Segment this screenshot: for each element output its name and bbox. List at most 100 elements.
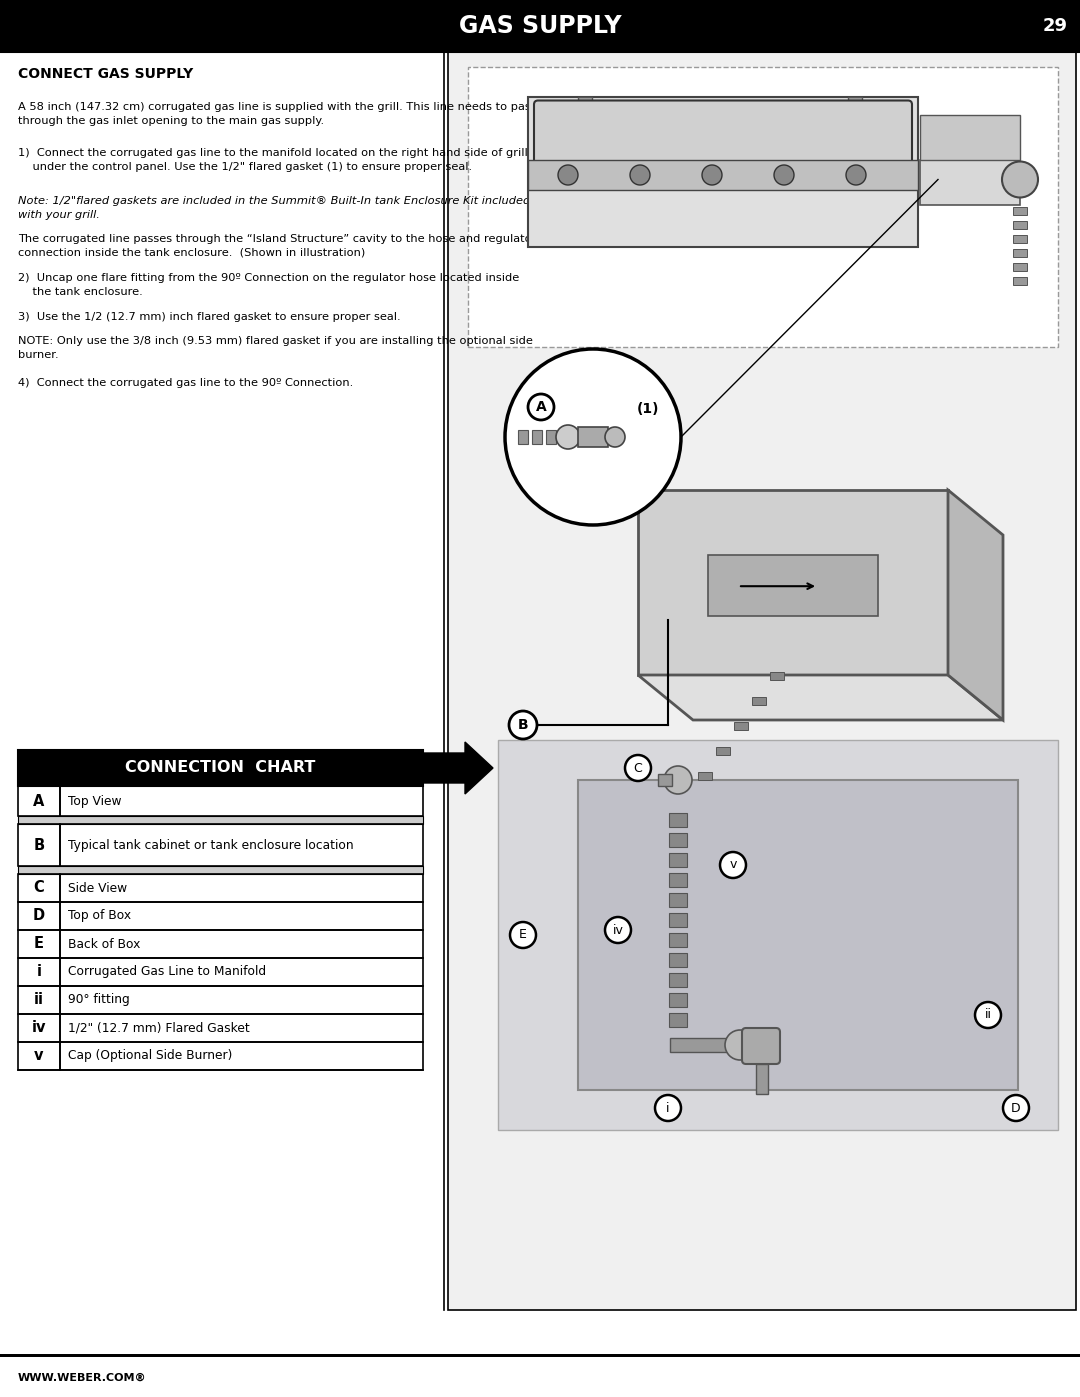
Text: iv: iv bbox=[612, 923, 623, 936]
Bar bbox=[669, 813, 687, 827]
Bar bbox=[1013, 221, 1027, 229]
Bar bbox=[638, 490, 948, 675]
Bar bbox=[532, 430, 542, 444]
Bar bbox=[60, 930, 423, 958]
Circle shape bbox=[558, 165, 578, 184]
Text: 1/2" (12.7 mm) Flared Gasket: 1/2" (12.7 mm) Flared Gasket bbox=[68, 1021, 249, 1035]
Bar bbox=[18, 866, 423, 875]
Circle shape bbox=[774, 165, 794, 184]
Bar bbox=[60, 875, 423, 902]
Bar bbox=[18, 1014, 60, 1042]
Bar bbox=[920, 161, 1020, 205]
Bar bbox=[18, 986, 60, 1014]
Bar bbox=[18, 930, 423, 958]
Bar bbox=[60, 824, 423, 866]
Text: 29: 29 bbox=[1042, 17, 1067, 35]
Circle shape bbox=[702, 165, 723, 184]
Circle shape bbox=[605, 916, 631, 943]
Text: D: D bbox=[1011, 1101, 1021, 1115]
Text: D: D bbox=[32, 908, 45, 923]
Bar bbox=[669, 893, 687, 907]
Bar bbox=[18, 824, 60, 866]
Text: The corrugated line passes through the “Island Structure” cavity to the hose and: The corrugated line passes through the “… bbox=[18, 235, 537, 257]
Bar bbox=[669, 854, 687, 868]
Bar bbox=[561, 430, 570, 444]
Bar bbox=[669, 933, 687, 947]
Bar bbox=[920, 115, 1020, 161]
Text: B: B bbox=[517, 718, 528, 732]
Text: WWW.WEBER.COM®: WWW.WEBER.COM® bbox=[18, 1373, 147, 1383]
Bar bbox=[18, 1042, 423, 1070]
Circle shape bbox=[720, 852, 746, 877]
Bar bbox=[669, 833, 687, 847]
Circle shape bbox=[1003, 1095, 1029, 1120]
Bar bbox=[546, 430, 556, 444]
Text: Typical tank cabinet or tank enclosure location: Typical tank cabinet or tank enclosure l… bbox=[68, 838, 353, 852]
Bar bbox=[669, 993, 687, 1007]
Text: i: i bbox=[37, 964, 41, 979]
Text: A: A bbox=[33, 793, 44, 809]
Bar bbox=[578, 780, 1018, 1090]
Bar bbox=[669, 953, 687, 967]
Bar bbox=[18, 902, 60, 930]
Text: B: B bbox=[33, 837, 44, 852]
Bar bbox=[448, 52, 1076, 1310]
Bar bbox=[18, 750, 423, 787]
Bar bbox=[756, 1065, 768, 1094]
Bar bbox=[18, 816, 423, 824]
Circle shape bbox=[505, 349, 681, 525]
Text: Top View: Top View bbox=[68, 795, 121, 807]
Text: C: C bbox=[33, 880, 44, 895]
Text: Cap (Optional Side Burner): Cap (Optional Side Burner) bbox=[68, 1049, 232, 1063]
Text: v: v bbox=[35, 1049, 44, 1063]
Text: CONNECT GAS SUPPLY: CONNECT GAS SUPPLY bbox=[18, 67, 193, 81]
Text: 90° fitting: 90° fitting bbox=[68, 993, 130, 1006]
Bar bbox=[60, 787, 423, 816]
Text: E: E bbox=[33, 936, 44, 951]
Bar bbox=[670, 1038, 740, 1052]
Polygon shape bbox=[638, 675, 1003, 719]
Bar bbox=[18, 866, 423, 875]
Bar bbox=[528, 161, 918, 190]
Text: E: E bbox=[519, 929, 527, 942]
Text: Back of Box: Back of Box bbox=[68, 937, 140, 950]
Bar bbox=[18, 958, 423, 986]
Circle shape bbox=[630, 165, 650, 184]
Bar bbox=[18, 787, 423, 816]
Text: NOTE: Only use the 3/8 inch (9.53 mm) flared gasket if you are installing the op: NOTE: Only use the 3/8 inch (9.53 mm) fl… bbox=[18, 337, 532, 359]
Bar bbox=[60, 1014, 423, 1042]
Bar bbox=[1013, 235, 1027, 243]
Circle shape bbox=[654, 1095, 681, 1120]
Bar bbox=[716, 747, 730, 754]
Text: ii: ii bbox=[33, 992, 44, 1007]
Circle shape bbox=[509, 711, 537, 739]
Bar bbox=[1013, 277, 1027, 285]
Bar bbox=[498, 740, 1058, 1130]
Text: Note: 1/2"flared gaskets are included in the Summit® Built-In tank Enclosure Kit: Note: 1/2"flared gaskets are included in… bbox=[18, 196, 530, 219]
Bar bbox=[698, 773, 712, 780]
Text: GAS SUPPLY: GAS SUPPLY bbox=[459, 14, 621, 38]
Circle shape bbox=[528, 394, 554, 420]
Bar bbox=[770, 672, 784, 680]
Text: iv: iv bbox=[31, 1020, 46, 1035]
Text: 3)  Use the 1/2 (12.7 mm) inch flared gasket to ensure proper seal.: 3) Use the 1/2 (12.7 mm) inch flared gas… bbox=[18, 312, 401, 321]
Bar bbox=[669, 1013, 687, 1027]
FancyArrow shape bbox=[418, 742, 492, 793]
Text: C: C bbox=[634, 761, 643, 774]
Bar bbox=[60, 1042, 423, 1070]
Bar bbox=[60, 958, 423, 986]
Bar bbox=[0, 1355, 1080, 1397]
Bar bbox=[60, 986, 423, 1014]
Bar bbox=[669, 873, 687, 887]
Bar bbox=[18, 875, 423, 902]
Bar bbox=[18, 986, 423, 1014]
Bar bbox=[528, 96, 918, 247]
Bar bbox=[1013, 249, 1027, 257]
Circle shape bbox=[556, 425, 580, 448]
Circle shape bbox=[625, 754, 651, 781]
Circle shape bbox=[605, 427, 625, 447]
Text: (1): (1) bbox=[637, 402, 659, 416]
Bar bbox=[18, 1014, 423, 1042]
Bar bbox=[658, 774, 672, 787]
Bar bbox=[1013, 207, 1027, 215]
